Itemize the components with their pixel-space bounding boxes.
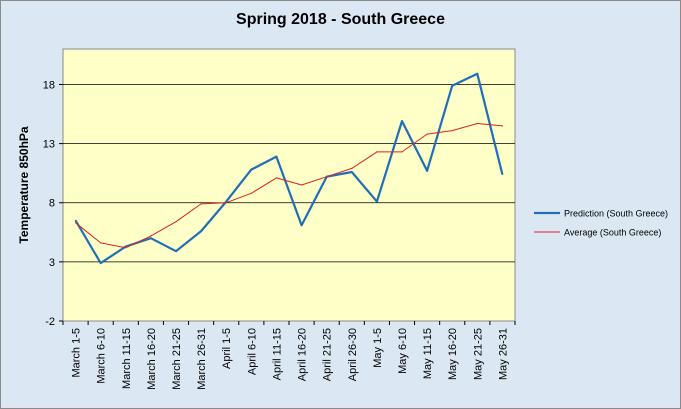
data-point (501, 125, 503, 127)
x-tick-label: April 6-10 (246, 328, 258, 375)
x-tick-label: April 11-15 (271, 328, 283, 380)
data-point (451, 85, 453, 87)
y-tick-label: 8 (49, 198, 55, 210)
x-tick-label: March 6-10 (96, 328, 108, 384)
data-point (426, 170, 428, 172)
series-line-1 (75, 123, 503, 249)
data-point (426, 133, 428, 135)
x-tick-label: March 11-15 (121, 328, 133, 389)
y-tick-label: 13 (43, 139, 55, 151)
data-point (501, 173, 503, 175)
data-point (401, 151, 403, 153)
data-point (125, 245, 127, 248)
data-point (75, 222, 77, 224)
x-tick-label: March 1-5 (71, 328, 83, 378)
series-line-0 (74, 72, 504, 265)
y-tick-label: 3 (49, 257, 55, 269)
legend-label-0: Prediction (South Greece) (564, 209, 668, 219)
data-point (476, 73, 478, 75)
legend-label-1: Average (South Greece) (564, 228, 661, 238)
data-point (301, 184, 303, 186)
data-point (175, 221, 177, 223)
data-point (225, 201, 227, 203)
data-point (125, 247, 127, 249)
data-point (401, 120, 403, 122)
x-tick-label: April 26-30 (347, 328, 359, 381)
data-point (351, 171, 353, 173)
data-point (100, 242, 102, 244)
data-point (75, 219, 77, 222)
data-point (275, 156, 277, 158)
y-tick-label: 18 (43, 79, 55, 91)
data-point (200, 230, 202, 232)
x-tick-label: May 1-5 (372, 328, 384, 368)
x-tick-label: April 1-5 (221, 328, 233, 369)
x-tick-label: March 21-25 (171, 328, 183, 390)
data-point (200, 203, 202, 205)
x-tick-label: May 21-25 (472, 328, 484, 380)
x-tick-label: March 16-20 (146, 328, 158, 390)
x-tick-label: May 16-20 (447, 328, 459, 380)
data-point (225, 202, 227, 204)
data-point (376, 151, 378, 153)
x-tick-label: March 26-31 (196, 328, 208, 390)
data-point (150, 237, 152, 239)
data-point (476, 122, 478, 125)
data-point (100, 262, 102, 264)
data-point (351, 167, 353, 169)
x-tick-label: May 11-15 (422, 328, 434, 379)
data-point (326, 176, 328, 178)
x-tick-label: May 26-31 (497, 328, 509, 380)
data-point (451, 130, 453, 132)
x-tick-label: April 21-25 (322, 328, 334, 381)
data-point (301, 224, 303, 226)
data-point (250, 169, 252, 171)
x-tick-label: May 6-10 (397, 328, 409, 374)
data-point (175, 250, 177, 252)
data-point (150, 235, 152, 237)
y-tick-label: -2 (45, 316, 55, 328)
chart-title: Spring 2018 - South Greece (236, 11, 445, 28)
x-tick-label: April 16-20 (297, 328, 309, 381)
data-point (250, 192, 252, 194)
data-point (376, 201, 378, 203)
y-axis-label: Temperature 850hPa (17, 126, 31, 243)
data-point (275, 177, 277, 179)
plot-area (62, 48, 516, 322)
legend: Prediction (South Greece) Average (South … (534, 209, 668, 238)
